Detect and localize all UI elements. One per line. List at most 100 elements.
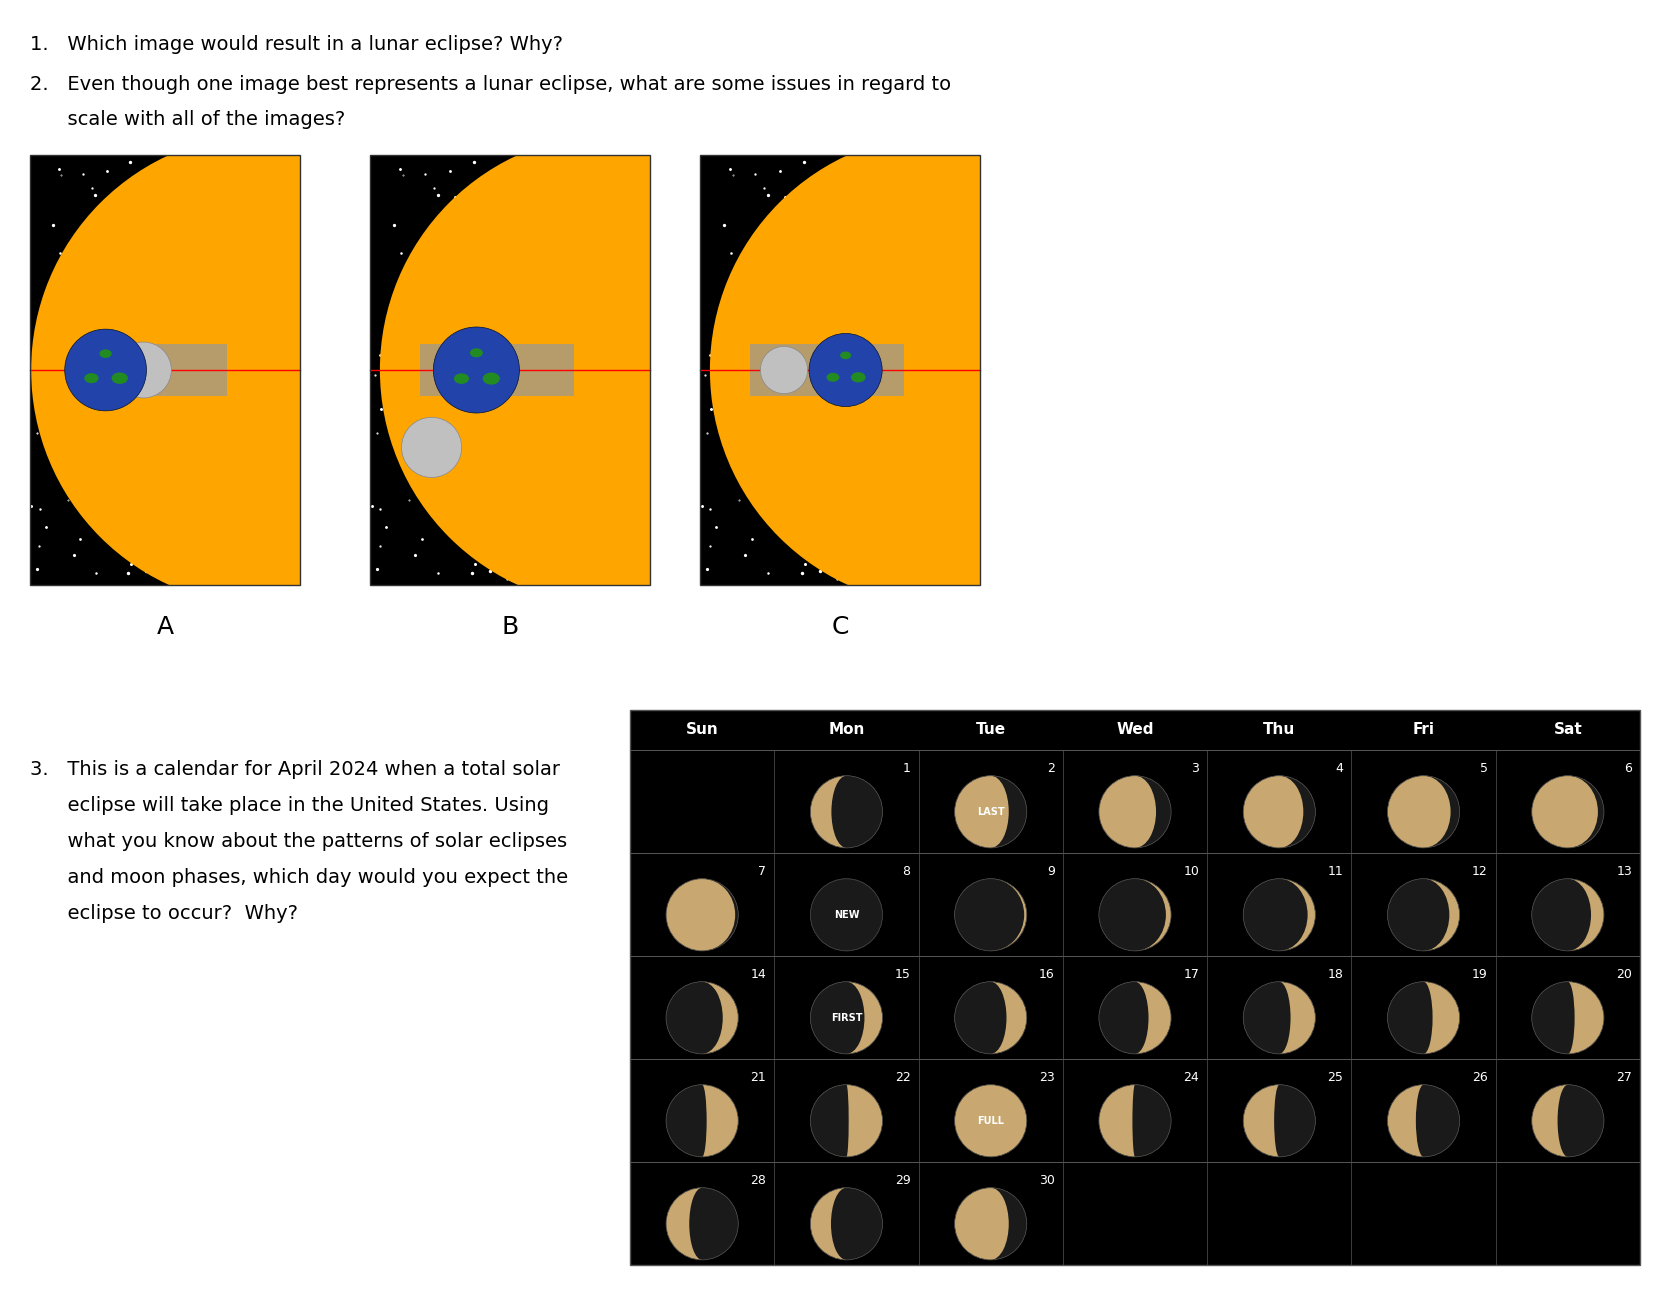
Circle shape — [1243, 1085, 1315, 1156]
Wedge shape — [847, 1188, 882, 1260]
Wedge shape — [666, 982, 702, 1054]
Circle shape — [401, 417, 461, 478]
Circle shape — [666, 1085, 739, 1156]
Ellipse shape — [832, 776, 862, 848]
Ellipse shape — [111, 373, 128, 383]
Circle shape — [810, 1085, 882, 1156]
Ellipse shape — [100, 350, 111, 357]
Circle shape — [115, 342, 171, 398]
Circle shape — [1243, 776, 1315, 848]
Text: 26: 26 — [1473, 1071, 1488, 1084]
Wedge shape — [1135, 776, 1171, 848]
Circle shape — [1533, 776, 1604, 848]
Text: eclipse will take place in the United States. Using: eclipse will take place in the United St… — [30, 796, 549, 815]
Text: 20: 20 — [1616, 967, 1632, 982]
Circle shape — [1243, 982, 1315, 1054]
Circle shape — [1533, 1085, 1604, 1156]
Bar — [421, 344, 574, 396]
Circle shape — [65, 329, 146, 411]
Ellipse shape — [1561, 982, 1574, 1054]
Text: Wed: Wed — [1117, 723, 1153, 737]
Wedge shape — [702, 1188, 739, 1260]
Ellipse shape — [1558, 1085, 1577, 1156]
Text: 16: 16 — [1038, 967, 1055, 982]
Ellipse shape — [483, 373, 499, 385]
Circle shape — [1243, 982, 1315, 1054]
Wedge shape — [810, 982, 847, 1054]
Ellipse shape — [827, 373, 839, 382]
Circle shape — [955, 776, 1027, 848]
Text: 11: 11 — [1328, 865, 1343, 878]
Ellipse shape — [1396, 776, 1451, 848]
Circle shape — [1098, 879, 1171, 951]
Ellipse shape — [850, 372, 865, 382]
Ellipse shape — [830, 1188, 862, 1260]
Text: 24: 24 — [1183, 1071, 1200, 1084]
Wedge shape — [810, 1085, 847, 1156]
Wedge shape — [1135, 1085, 1171, 1156]
Ellipse shape — [682, 982, 722, 1054]
Text: what you know about the patterns of solar eclipses: what you know about the patterns of sola… — [30, 831, 567, 851]
Ellipse shape — [973, 1188, 1008, 1260]
Wedge shape — [955, 982, 990, 1054]
Text: 15: 15 — [895, 967, 910, 982]
Circle shape — [810, 1085, 882, 1156]
Ellipse shape — [1133, 1085, 1138, 1156]
Wedge shape — [1533, 879, 1567, 951]
Text: 23: 23 — [1038, 1071, 1055, 1084]
Bar — [78, 344, 226, 396]
Bar — [631, 710, 1641, 1265]
Text: 29: 29 — [895, 1175, 910, 1188]
Circle shape — [1098, 776, 1171, 848]
Text: 18: 18 — [1328, 967, 1343, 982]
Circle shape — [810, 982, 882, 1054]
Ellipse shape — [844, 1085, 849, 1156]
Text: eclipse to occur?  Why?: eclipse to occur? Why? — [30, 904, 298, 923]
Ellipse shape — [840, 351, 850, 359]
Text: Sun: Sun — [686, 723, 719, 737]
Text: 17: 17 — [1183, 967, 1200, 982]
Ellipse shape — [85, 373, 98, 383]
Text: scale with all of the images?: scale with all of the images? — [30, 110, 344, 130]
Circle shape — [1533, 879, 1604, 951]
Text: Sat: Sat — [1554, 723, 1582, 737]
Circle shape — [1388, 879, 1459, 951]
Wedge shape — [1567, 1085, 1604, 1156]
Wedge shape — [1424, 1085, 1459, 1156]
Circle shape — [1388, 982, 1459, 1054]
Text: NEW: NEW — [834, 910, 859, 919]
Ellipse shape — [669, 879, 735, 951]
Circle shape — [955, 776, 1027, 848]
Circle shape — [955, 982, 1027, 1054]
Circle shape — [810, 776, 882, 848]
Wedge shape — [1280, 1085, 1315, 1156]
Ellipse shape — [1544, 879, 1591, 951]
Ellipse shape — [1416, 1085, 1431, 1156]
Ellipse shape — [1414, 982, 1433, 1054]
Text: 7: 7 — [759, 865, 767, 878]
Circle shape — [666, 982, 739, 1054]
Wedge shape — [1567, 776, 1604, 848]
Text: LAST: LAST — [977, 807, 1005, 817]
Text: 10: 10 — [1183, 865, 1200, 878]
Circle shape — [809, 333, 882, 407]
Ellipse shape — [689, 1188, 716, 1260]
Bar — [701, 155, 980, 585]
Wedge shape — [1533, 982, 1567, 1054]
Circle shape — [810, 1188, 882, 1260]
Ellipse shape — [829, 982, 865, 1054]
Text: 30: 30 — [1038, 1175, 1055, 1188]
Circle shape — [810, 879, 882, 951]
Ellipse shape — [957, 879, 1023, 951]
Circle shape — [1533, 982, 1604, 1054]
Bar — [30, 155, 300, 585]
Text: 19: 19 — [1473, 967, 1488, 982]
Ellipse shape — [1113, 776, 1156, 848]
Text: 5: 5 — [1479, 761, 1488, 774]
Circle shape — [1388, 879, 1459, 951]
Wedge shape — [847, 776, 882, 848]
Wedge shape — [1388, 982, 1424, 1054]
Circle shape — [955, 1188, 1027, 1260]
Text: 2: 2 — [1047, 761, 1055, 774]
Text: 21: 21 — [750, 1071, 767, 1084]
